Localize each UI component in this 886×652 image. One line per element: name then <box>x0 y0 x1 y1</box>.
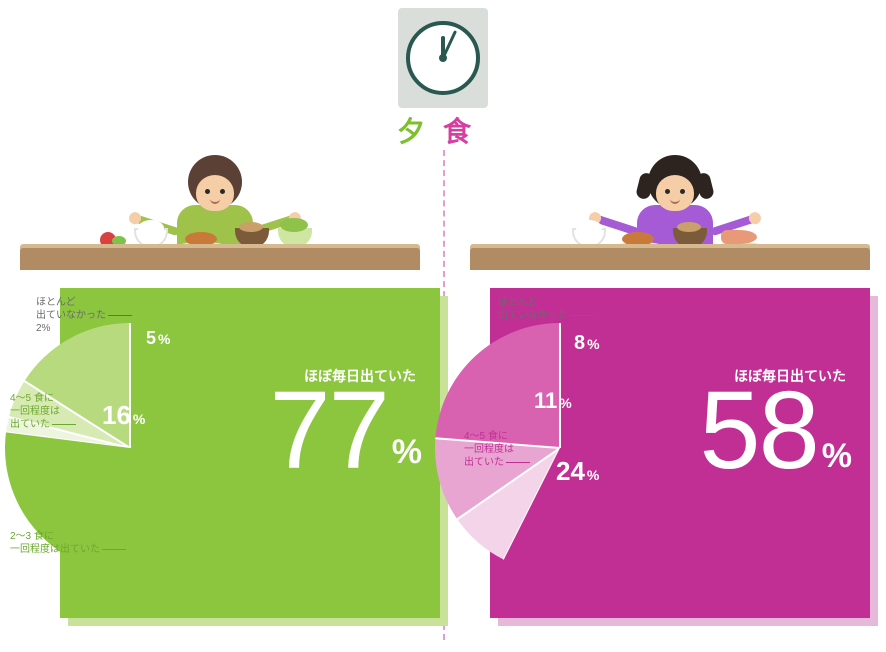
chart-right-slice2-pct: 24% <box>556 456 599 487</box>
chart-left-slice3-pct: 5% <box>146 328 170 349</box>
callout-left-rarely: ほとんど 出ていなかった 2% <box>36 296 134 335</box>
chart-right-main-num: 58 <box>699 384 817 478</box>
chart-left: ほぼ毎日出ていた 77 % 16% 5% <box>60 288 440 618</box>
title-char-2: 食 <box>443 116 489 147</box>
table-left <box>20 248 420 270</box>
clock-face <box>406 21 480 95</box>
callout-right-rarely: ほとんど 出ていなかった <box>498 296 596 322</box>
clock-pin <box>439 54 447 62</box>
chart-right: ほぼ毎日出ていた 58 % 24% 11% 8% <box>490 288 870 618</box>
chart-right-main-value: 58 % <box>699 384 850 478</box>
title-char-1: 夕 <box>397 116 443 147</box>
person-left-face <box>196 175 234 211</box>
chart-left-slice2-pct: 16% <box>102 400 145 431</box>
callout-right-45: 4〜5 食に 一回程度は 出ていた <box>464 430 532 469</box>
person-right-face <box>656 175 694 211</box>
person-right-head <box>648 155 702 209</box>
callout-left-23: 2〜3 食に 一回程度は出ていた <box>10 530 128 556</box>
table-right <box>470 248 870 270</box>
page-title: 夕食 <box>0 110 886 150</box>
callout-right-23: 2〜3 食に 一回程度は出ていた <box>510 580 628 606</box>
callout-left-45: 4〜5 食に 一回程度は 出ていた <box>10 392 78 431</box>
chart-right-slice3-pct: 11% <box>534 388 572 414</box>
percent-sign: % <box>392 433 420 472</box>
infographic-canvas: 夕食 <box>0 0 886 652</box>
percent-sign: % <box>822 437 850 476</box>
clock <box>398 8 488 108</box>
chart-right-slice4-pct: 8% <box>574 332 600 355</box>
chart-left-main-value: 77 % <box>269 384 420 478</box>
person-left-head <box>188 155 242 209</box>
chart-left-main-num: 77 <box>269 384 387 478</box>
